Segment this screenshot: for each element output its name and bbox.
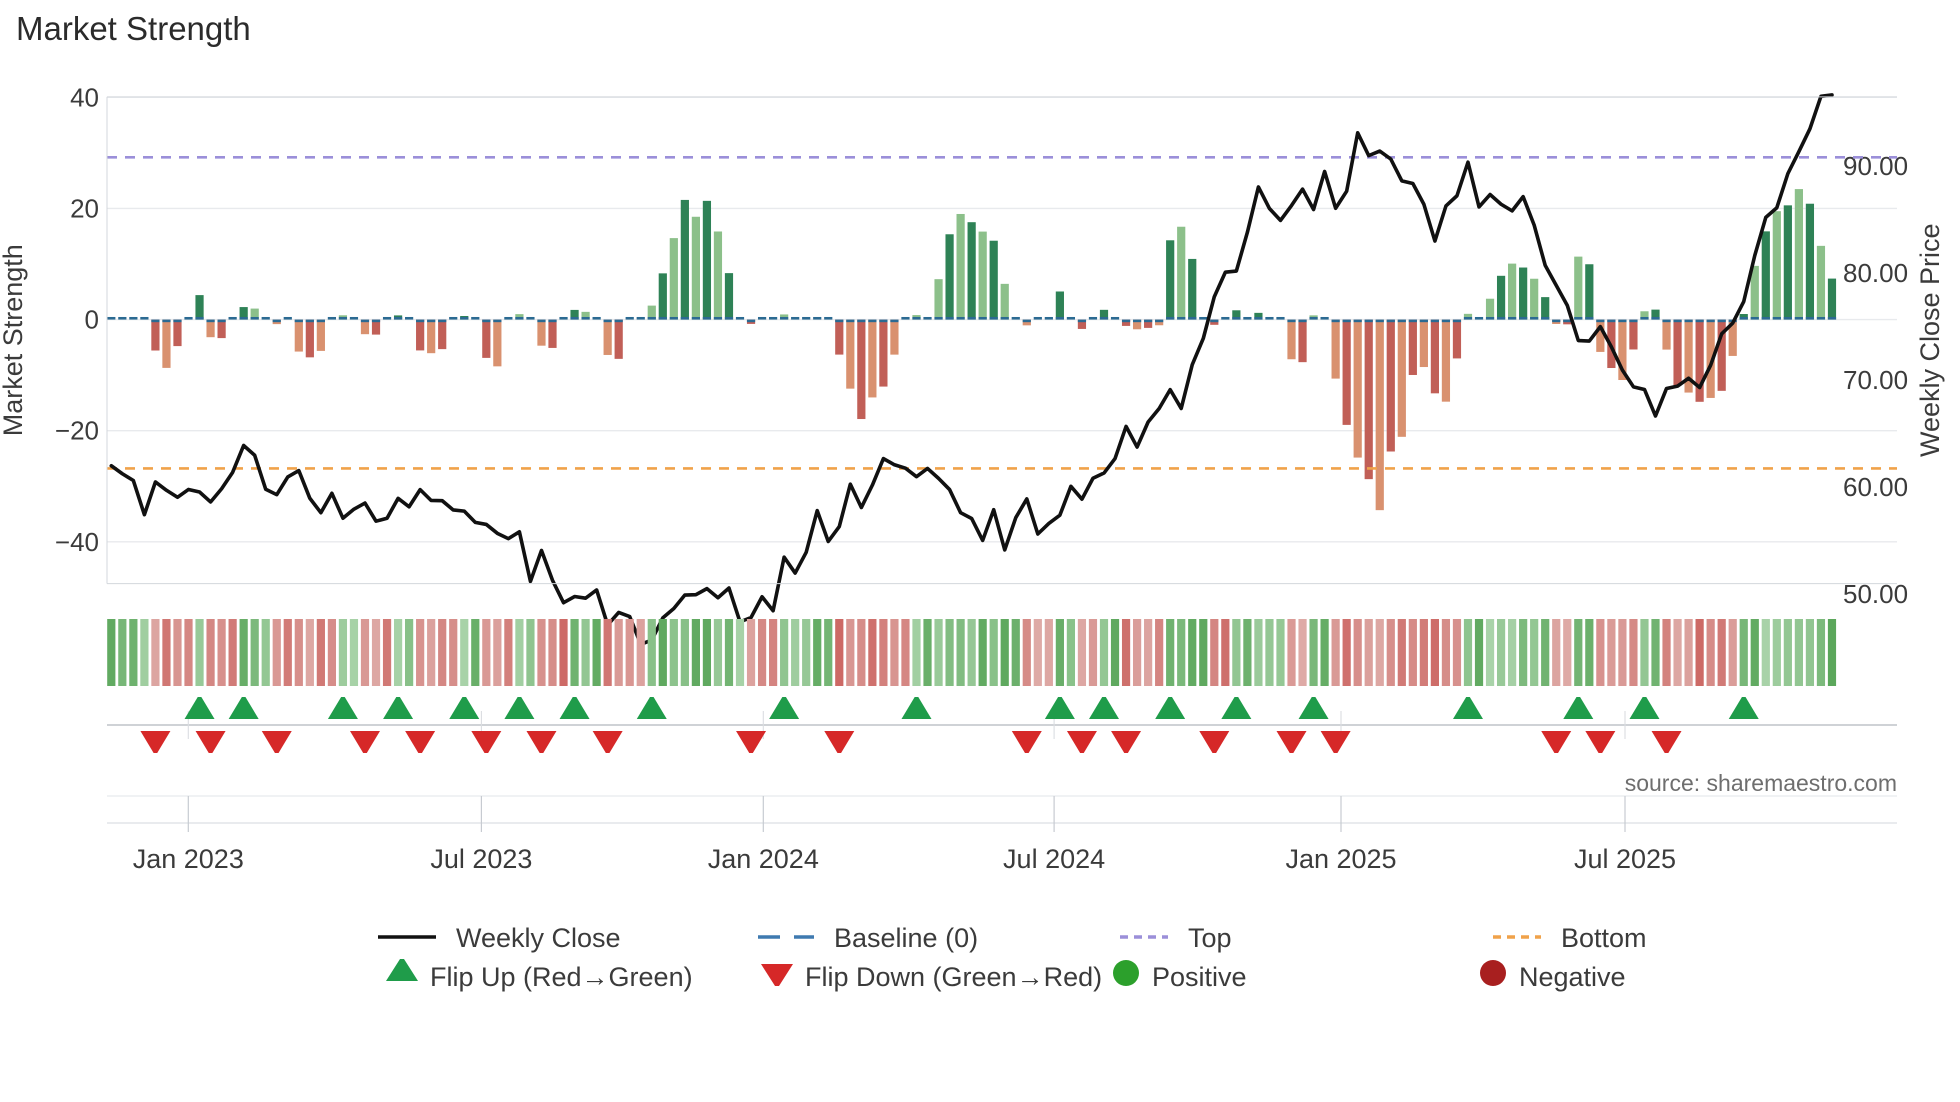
svg-text:source: sharemaestro.com: source: sharemaestro.com [1625,770,1897,796]
svg-text:Weekly Close Price: Weekly Close Price [1915,223,1945,457]
svg-text:Flip Up (Red→Green): Flip Up (Red→Green) [430,962,693,992]
svg-text:Negative: Negative [1519,962,1626,992]
svg-text:0: 0 [85,305,99,335]
svg-text:80.00: 80.00 [1843,258,1908,288]
svg-text:Bottom: Bottom [1561,923,1647,953]
svg-text:40: 40 [70,82,99,112]
svg-text:Positive: Positive [1152,962,1247,992]
svg-text:Flip Down (Green→Red): Flip Down (Green→Red) [805,962,1102,992]
svg-text:70.00: 70.00 [1843,365,1908,395]
svg-text:Top: Top [1188,923,1232,953]
svg-text:Jul 2023: Jul 2023 [430,844,532,874]
svg-text:Baseline (0): Baseline (0) [834,923,978,953]
svg-text:−20: −20 [55,416,99,446]
svg-text:Jan 2023: Jan 2023 [133,844,244,874]
svg-text:Market Strength: Market Strength [16,10,251,47]
svg-text:20: 20 [70,193,99,223]
svg-text:60.00: 60.00 [1843,472,1908,502]
svg-text:90.00: 90.00 [1843,151,1908,181]
svg-text:−40: −40 [55,527,99,557]
svg-text:Jul 2024: Jul 2024 [1003,844,1105,874]
svg-text:Jan 2024: Jan 2024 [708,844,819,874]
svg-text:Market Strength: Market Strength [0,244,28,436]
svg-text:Jan 2025: Jan 2025 [1285,844,1396,874]
svg-text:Weekly Close: Weekly Close [456,923,621,953]
svg-text:Jul 2025: Jul 2025 [1574,844,1676,874]
